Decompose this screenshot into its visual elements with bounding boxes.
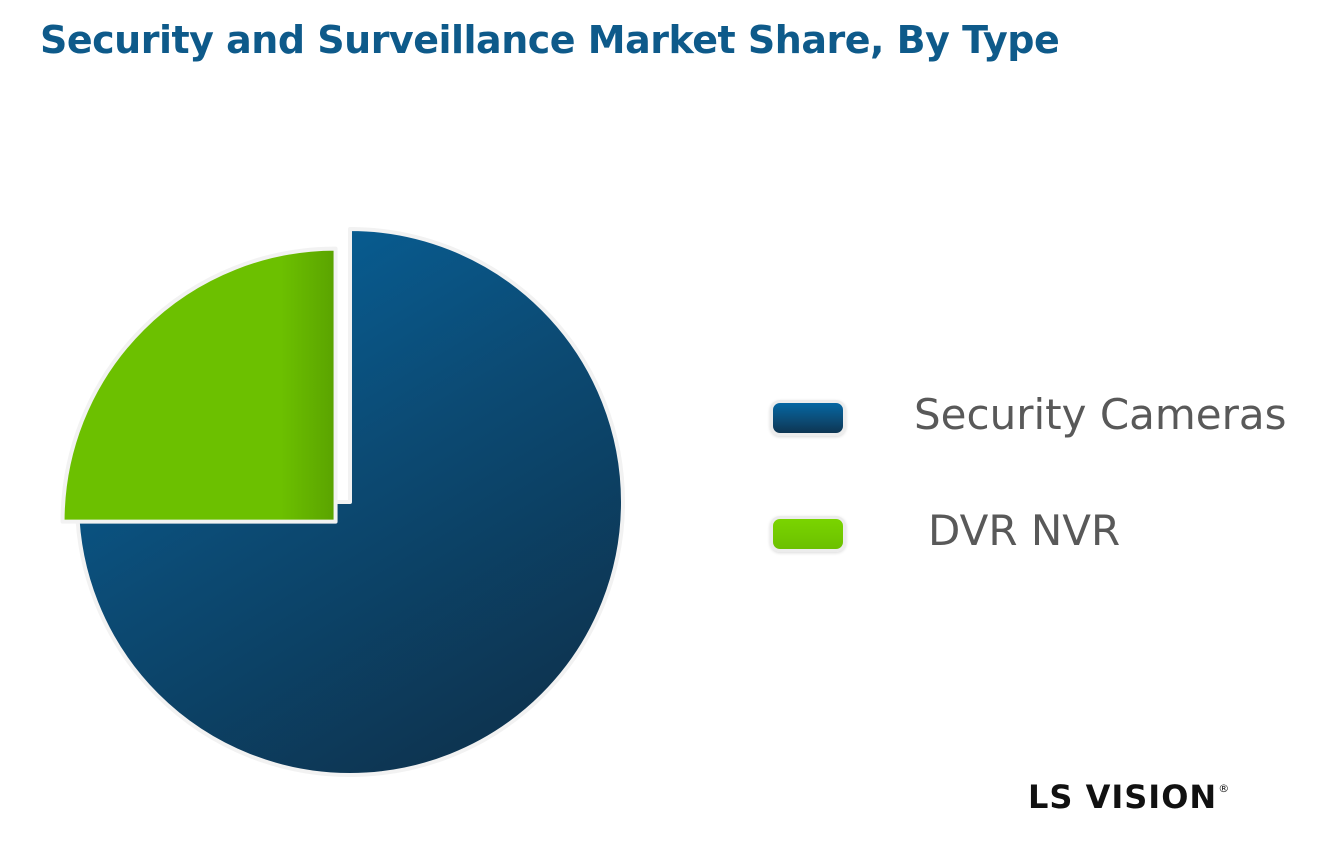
legend-swatch-dvr-nvr xyxy=(770,516,846,552)
legend-swatch-security-cameras xyxy=(770,400,846,436)
chart-title: Security and Surveillance Market Share, … xyxy=(40,18,1060,62)
brand-logo-text: LS VISION xyxy=(1028,778,1218,816)
pie-slices xyxy=(60,227,625,777)
brand-logo: LS VISION® xyxy=(1028,778,1230,822)
pie-slice-security-cameras xyxy=(75,227,625,777)
registered-mark: ® xyxy=(1218,782,1231,795)
legend-label-dvr-nvr: DVR NVR xyxy=(928,506,1121,555)
pie-slice-dvr-nvr xyxy=(60,246,338,524)
legend-label-security-cameras: Security Cameras xyxy=(914,390,1287,439)
